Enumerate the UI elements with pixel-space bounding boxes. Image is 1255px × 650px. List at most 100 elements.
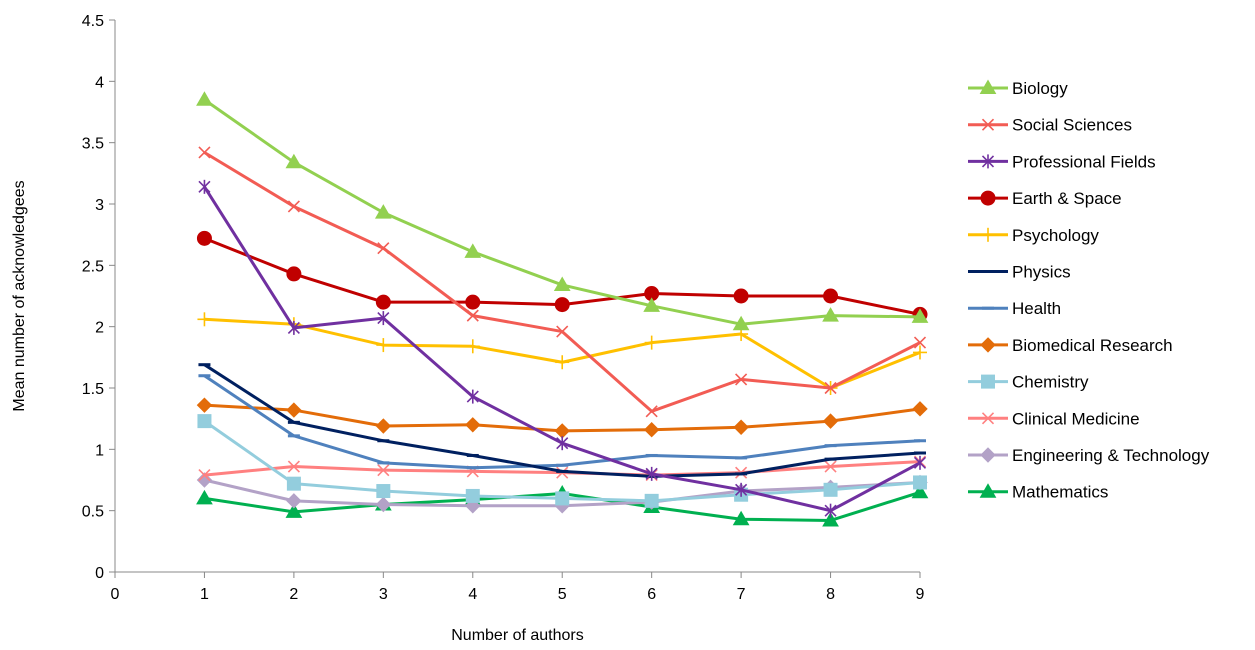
y-tick-label: 0: [95, 565, 104, 582]
y-axis-title: Mean number of acknowledgees: [11, 180, 28, 411]
legend-item-social-sciences: Social Sciences: [968, 116, 1132, 135]
data-point-psychology: [555, 355, 570, 370]
legend-marker: [981, 374, 995, 389]
data-point-biology: [643, 297, 661, 312]
data-point-professional-fields: [377, 311, 390, 326]
data-point-biomedical-research: [286, 402, 302, 418]
data-point-social-sciences: [466, 309, 479, 322]
data-point-biology: [553, 276, 571, 291]
series-health: [198, 374, 926, 470]
legend-label: Biomedical Research: [1012, 336, 1173, 355]
legend-marker: [981, 412, 995, 425]
data-point-biology: [911, 308, 929, 323]
legend-marker: [981, 118, 995, 131]
y-tick-label: 1.5: [82, 381, 104, 398]
legend-marker: [981, 227, 995, 242]
x-tick-label: 3: [379, 586, 388, 603]
data-point-mathematics: [822, 511, 839, 527]
x-tick-label: 7: [737, 586, 746, 603]
legend-item-clinical-medicine: Clinical Medicine: [968, 409, 1140, 428]
legend-item-biomedical-research: Biomedical Research: [968, 336, 1173, 355]
data-point-earth-space: [554, 297, 570, 313]
data-point-biomedical-research: [465, 417, 481, 433]
y-tick-label: 0.5: [82, 504, 104, 521]
legend-label: Engineering & Technology: [1012, 446, 1210, 465]
series-psychology: [197, 312, 927, 395]
data-point-social-sciences: [556, 325, 569, 338]
legend-label: Psychology: [1012, 226, 1099, 245]
legend-item-mathematics: Mathematics: [968, 483, 1108, 502]
legend-label: Professional Fields: [1012, 152, 1156, 171]
legend: Biology Social Sciences Professional Field…: [968, 79, 1210, 502]
data-point-biomedical-research: [733, 419, 749, 435]
series-biomedical-research: [196, 397, 928, 439]
legend-marker: [981, 154, 995, 169]
data-point-engineering-technology: [375, 496, 392, 513]
data-point-social-sciences: [287, 200, 300, 213]
x-tick-label: 2: [289, 586, 298, 603]
data-point-biology: [196, 91, 213, 106]
legend-marker: [979, 79, 997, 94]
legend-item-engineering-technology: Engineering & Technology: [968, 446, 1210, 465]
x-tick-label: 4: [468, 586, 477, 603]
data-point-psychology: [465, 339, 480, 354]
y-tick-label: 4.5: [82, 13, 104, 30]
data-point-clinical-medicine: [377, 464, 390, 477]
series-physics: [198, 363, 926, 478]
series-professional-fields: [198, 179, 927, 518]
data-point-social-sciences: [198, 146, 211, 159]
legend-item-health: Health: [968, 299, 1061, 318]
series-chemistry: [197, 414, 927, 508]
data-point-professional-fields: [287, 320, 300, 335]
data-point-chemistry: [465, 488, 480, 503]
legend-label: Health: [1012, 299, 1061, 318]
plot-area: [196, 91, 929, 527]
data-point-psychology: [376, 338, 391, 353]
x-tick-label: 1: [200, 586, 209, 603]
data-point-biomedical-research: [196, 397, 213, 413]
data-point-biology: [464, 243, 482, 258]
legend-marker: [979, 483, 997, 498]
legend-marker: [980, 447, 996, 463]
series-line-psychology: [204, 317, 921, 390]
data-point-professional-fields: [735, 482, 748, 497]
y-tick-label: 2: [95, 320, 104, 337]
data-point-social-sciences: [824, 381, 837, 395]
legend-label: Earth & Space: [1012, 189, 1122, 208]
data-point-clinical-medicine: [824, 460, 837, 473]
data-point-chemistry: [286, 476, 301, 491]
data-point-mathematics: [196, 489, 213, 505]
legend-item-biology: Biology: [968, 79, 1068, 98]
data-point-chemistry: [823, 482, 838, 497]
data-point-biomedical-research: [643, 421, 660, 438]
y-tick-label: 4: [95, 74, 104, 91]
data-point-mathematics: [911, 483, 929, 499]
data-point-earth-space: [465, 294, 481, 310]
data-point-chemistry: [644, 493, 659, 508]
data-point-engineering-technology: [286, 493, 302, 509]
x-tick-label: 6: [647, 586, 656, 603]
legend-label: Biology: [1012, 79, 1068, 98]
x-tick-label: 0: [111, 586, 120, 603]
data-point-psychology: [913, 345, 927, 360]
legend-label: Mathematics: [1012, 483, 1108, 502]
data-point-chemistry: [197, 414, 212, 429]
series-social-sciences: [198, 146, 927, 418]
x-axis-title: Number of authors: [451, 627, 584, 644]
series-earth-space: [196, 230, 928, 322]
legend-label: Clinical Medicine: [1012, 409, 1140, 428]
data-point-biology: [822, 307, 839, 322]
series-clinical-medicine: [198, 455, 927, 482]
data-point-social-sciences: [735, 373, 748, 386]
legend-label: Social Sciences: [1012, 116, 1132, 135]
data-point-biomedical-research: [554, 423, 570, 439]
x-tick-label: 8: [826, 586, 835, 603]
x-tick-label: 5: [558, 586, 567, 603]
legend-item-professional-fields: Professional Fields: [968, 152, 1156, 171]
data-point-psychology: [197, 312, 212, 327]
data-point-clinical-medicine: [198, 469, 211, 482]
legend-label: Chemistry: [1012, 373, 1089, 392]
data-point-biology: [285, 153, 303, 169]
